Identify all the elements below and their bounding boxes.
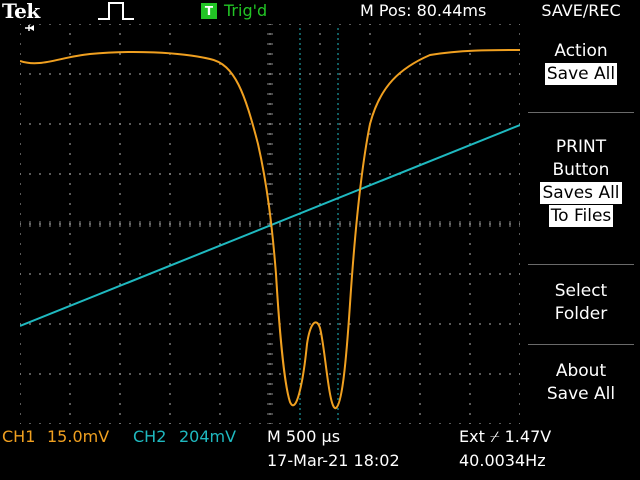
trigger-badge: T xyxy=(201,3,217,19)
pulse-icon xyxy=(98,2,134,20)
ch2-label: CH2 xyxy=(133,427,167,446)
menu-action-value: Save All xyxy=(544,63,618,85)
menu-select-folder[interactable]: Select Folder xyxy=(522,280,640,326)
ch2-readout: CH2 204mV xyxy=(133,427,236,446)
horizontal-position: M Pos: 80.44ms xyxy=(360,1,487,20)
menu-print-line1: PRINT xyxy=(555,137,607,157)
side-menu: Action Save All PRINT Button Saves All T… xyxy=(522,24,640,424)
trigger-status: Trig'd xyxy=(224,1,268,20)
brand-logo: Tek xyxy=(2,0,40,23)
menu-separator xyxy=(528,344,634,345)
datetime-readout: 17-Mar-21 18:02 xyxy=(267,451,400,470)
menu-print-line2: Button xyxy=(552,160,610,180)
menu-select-line1: Select xyxy=(554,281,608,301)
status-bar-bottom: CH1 15.0mV CH2 204mV M 500 µs 17-Mar-21 … xyxy=(0,426,640,480)
graticule: 2 xyxy=(20,24,520,424)
ch1-label: CH1 xyxy=(2,427,36,446)
menu-action[interactable]: Action Save All xyxy=(522,40,640,86)
menu-separator xyxy=(528,112,634,113)
menu-print-value2: To Files xyxy=(548,205,614,227)
menu-title: SAVE/REC xyxy=(541,1,621,20)
menu-about-line2: Save All xyxy=(546,384,616,404)
menu-print-value1: Saves All xyxy=(540,182,622,204)
menu-about-line1: About xyxy=(555,361,607,381)
menu-about-save-all[interactable]: About Save All xyxy=(522,360,640,406)
ch2-scale: 204mV xyxy=(179,427,237,446)
menu-separator xyxy=(528,264,634,265)
ch1-scale: 15.0mV xyxy=(47,427,110,446)
timebase-readout: M 500 µs xyxy=(267,427,341,446)
menu-print-button[interactable]: PRINT Button Saves All To Files xyxy=(522,136,640,228)
trigger-readout: Ext ⌿ 1.47V xyxy=(459,427,552,446)
ch1-readout: CH1 15.0mV xyxy=(2,427,109,446)
ch2-waveform xyxy=(20,124,520,327)
menu-select-line2: Folder xyxy=(554,304,608,324)
ch1-waveform xyxy=(20,49,520,410)
waveform-display: 2 xyxy=(20,24,520,424)
frequency-readout: 40.0034Hz xyxy=(459,451,546,470)
menu-action-label: Action xyxy=(554,41,608,61)
status-bar-top: Tek T Trig'd M Pos: 80.44ms xyxy=(0,0,520,23)
